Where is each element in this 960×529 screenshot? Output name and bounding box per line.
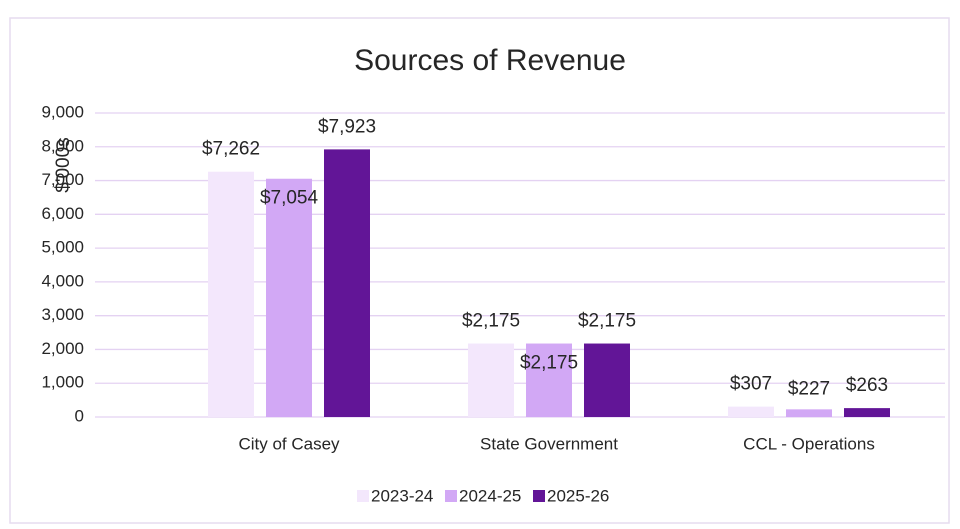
y-tick-label: 7,000: [41, 170, 84, 189]
bar: [728, 406, 774, 417]
y-tick-label: 2,000: [41, 339, 84, 358]
bar: [324, 149, 370, 417]
bar: [786, 409, 832, 417]
bar: [208, 171, 254, 417]
y-tick-label: 9,000: [41, 102, 84, 121]
chart-border: [9, 17, 950, 524]
y-tick-label: 5,000: [41, 238, 84, 257]
legend-label: 2025-26: [547, 486, 609, 505]
bar: [844, 408, 890, 417]
data-label: $7,054: [260, 188, 319, 209]
chart-title: Sources of Revenue: [354, 44, 626, 77]
data-label: $2,175: [462, 311, 520, 332]
data-label: $307: [730, 374, 772, 395]
data-label: $263: [846, 375, 888, 396]
bar: [526, 343, 572, 417]
y-tick-label: 8,000: [41, 136, 84, 155]
x-tick-label: CCL - Operations: [743, 434, 875, 453]
legend-swatch: [445, 490, 457, 502]
x-tick-label: City of Casey: [238, 434, 340, 453]
y-tick-label: 6,000: [41, 204, 84, 223]
legend-swatch: [357, 490, 369, 502]
x-tick-label: State Government: [480, 434, 618, 453]
legend-label: 2023-24: [371, 486, 433, 505]
y-tick-label: 3,000: [41, 305, 84, 324]
legend-swatch: [533, 490, 545, 502]
y-tick-label: 4,000: [41, 271, 84, 290]
y-tick-label: 0: [75, 406, 84, 425]
y-tick-label: 1,000: [41, 373, 84, 392]
bar: [584, 343, 630, 417]
y-axis-label: $'000s: [53, 137, 74, 192]
legend-label: 2024-25: [459, 486, 521, 505]
bar: [468, 343, 514, 417]
data-label: $227: [788, 378, 830, 399]
bar: [266, 178, 312, 417]
data-label: $7,262: [202, 139, 260, 160]
data-label: $7,923: [318, 116, 376, 137]
data-label: $2,175: [520, 353, 578, 374]
data-label: $2,175: [578, 311, 636, 332]
